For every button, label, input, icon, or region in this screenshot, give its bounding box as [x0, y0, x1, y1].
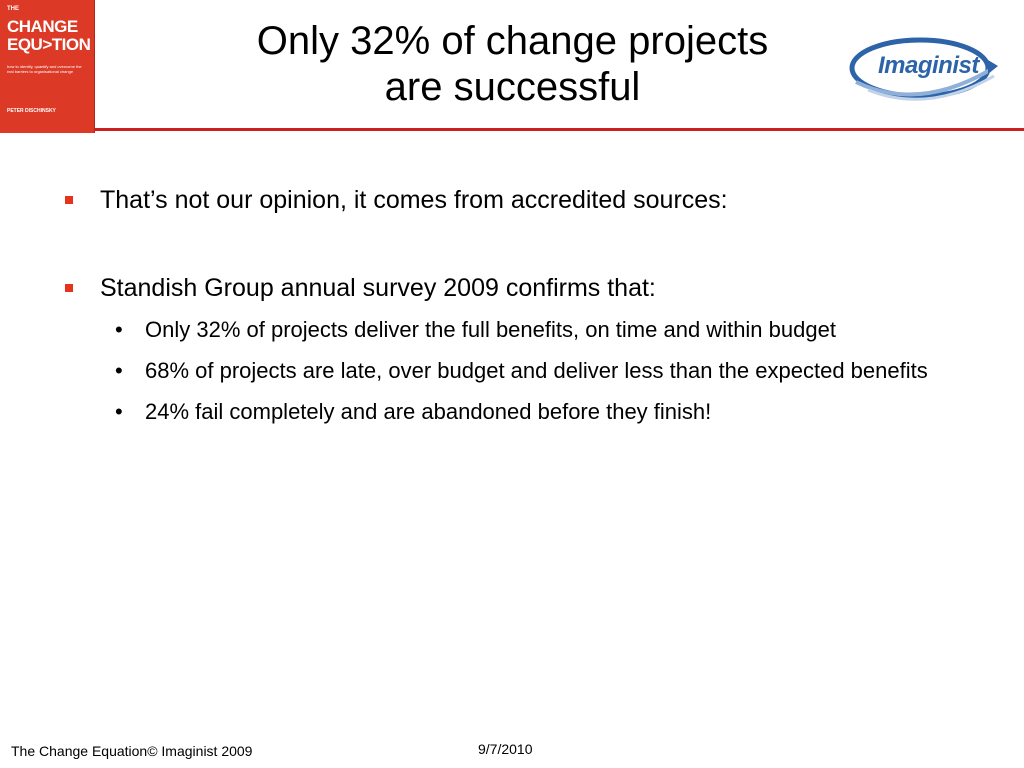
cover-author: PETER DISCHINSKY [7, 108, 56, 114]
slide-title-line2: are successful [384, 65, 641, 109]
sub-bullet-item: • 24% fail completely and are abandoned … [115, 395, 945, 428]
imaginist-logo: Imaginist [848, 30, 998, 108]
cover-title-line1: CHANGE [7, 17, 78, 36]
square-bullet-icon [65, 196, 73, 204]
book-cover-image: THE CHANGE EQU>TION how to identify, qua… [0, 0, 95, 133]
sub-bullet-item: • Only 32% of projects deliver the full … [115, 313, 945, 346]
sub-bullet-text: Only 32% of projects deliver the full be… [145, 317, 836, 342]
cover-subtitle: how to identify, quantify and overcome t… [7, 64, 82, 74]
bullet-item: Standish Group annual survey 2009 confir… [60, 273, 960, 303]
sub-bullet-item: • 68% of projects are late, over budget … [115, 354, 945, 387]
cover-the-label: THE [7, 6, 19, 12]
round-bullet-icon: • [115, 317, 123, 342]
bullet-text: Standish Group annual survey 2009 confir… [100, 274, 656, 302]
footer-date: 9/7/2010 [478, 741, 533, 757]
cover-title-line2: EQU>TION [7, 35, 91, 54]
cover-title: CHANGE EQU>TION [7, 17, 91, 54]
round-bullet-icon: • [115, 399, 123, 424]
bullet-list: That’s not our opinion, it comes from ac… [60, 185, 960, 436]
square-bullet-icon [65, 284, 73, 292]
title-divider [95, 128, 1024, 131]
sub-bullet-text: 24% fail completely and are abandoned be… [145, 399, 712, 424]
slide-title-line1: Only 32% of change projects [256, 19, 769, 63]
round-bullet-icon: • [115, 358, 123, 383]
sub-bullet-text: 68% of projects are late, over budget an… [145, 358, 928, 383]
logo-text: Imaginist [878, 52, 979, 79]
bullet-text: That’s not our opinion, it comes from ac… [100, 186, 728, 214]
slide-title: Only 32% of change projects are successf… [130, 18, 895, 110]
footer-copyright: The Change Equation© Imaginist 2009 [11, 743, 253, 759]
bullet-item: That’s not our opinion, it comes from ac… [60, 185, 960, 215]
logo-swoosh-icon [849, 37, 998, 101]
sub-bullet-list: • Only 32% of projects deliver the full … [60, 313, 960, 428]
